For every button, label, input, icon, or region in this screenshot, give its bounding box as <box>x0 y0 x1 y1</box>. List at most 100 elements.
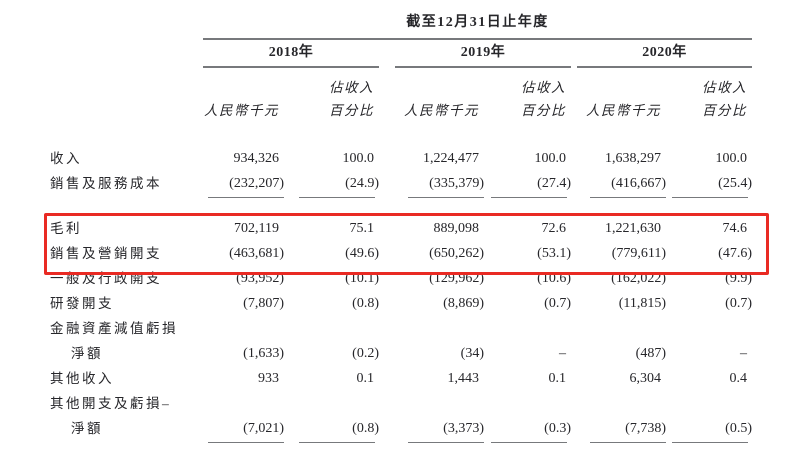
pct-header-line2: 百分比 <box>521 103 566 118</box>
table-row: 收入 934,326 100.0 1,224,477 100.0 1,638,297 100… <box>45 146 752 171</box>
amount-cell: (1,633) <box>243 346 284 361</box>
pct-cell: 0.1 <box>356 371 375 386</box>
amount-header-label: 人民幣千元 <box>404 103 479 118</box>
amount-cell <box>203 316 284 341</box>
column-rule <box>672 197 748 198</box>
amount-cell: 934,326 <box>233 151 280 166</box>
pct-cell: (24.9) <box>345 176 379 191</box>
pct-cell <box>484 391 571 416</box>
table-row: 其他收入 933 0.1 1,443 0.1 6,304 0.4 <box>45 366 752 391</box>
amount-cell: 889,098 <box>433 221 480 236</box>
column-rule <box>408 442 484 443</box>
amount-cell <box>203 391 284 416</box>
table-row: 銷售及營銷開支 (463,681) (49.6) (650,262) (53.1) (77… <box>45 241 752 266</box>
amount-cell: (7,021) <box>243 421 284 436</box>
amount-cell: 6,304 <box>629 371 662 386</box>
empty-cell <box>45 8 203 40</box>
amount-cell: (129,962) <box>429 271 484 286</box>
amount-cell: 933 <box>258 371 279 386</box>
pct-cell <box>484 316 571 341</box>
pct-cell: 0.4 <box>729 371 748 386</box>
rule-cell <box>203 441 284 449</box>
pct-header-line2: 百分比 <box>702 103 747 118</box>
amount-cell: (463,681) <box>229 246 284 261</box>
rule-cell <box>666 441 752 449</box>
rule-cell <box>666 196 752 204</box>
pct-cell: 72.6 <box>541 221 567 236</box>
table-title-row: 截至12月31日止年度 <box>45 8 752 40</box>
pct-header-line2: 百分比 <box>329 103 374 118</box>
pct-cell: (0.2) <box>352 346 379 361</box>
amount-cell: 1,221,630 <box>605 221 661 236</box>
column-header-pct-2020: 佔收入 百分比 <box>666 68 752 124</box>
pct-cell <box>666 316 752 341</box>
rule-cell <box>284 196 379 204</box>
empty-cell <box>45 196 203 204</box>
amount-cell: (416,667) <box>611 176 666 191</box>
row-label: 其他收入 <box>50 371 114 386</box>
column-rule <box>299 197 375 198</box>
pct-header-line1: 佔收入 <box>329 80 374 95</box>
column-header-pct-2019: 佔收入 百分比 <box>484 68 571 124</box>
header-body-spacer <box>45 124 752 146</box>
pct-cell <box>666 391 752 416</box>
pct-cell: 0.1 <box>548 371 567 386</box>
amount-cell: (7,738) <box>625 421 666 436</box>
rule-cell <box>484 196 571 204</box>
amount-cell <box>571 391 666 416</box>
table-row: 金融資產減值虧損 <box>45 316 752 341</box>
pct-cell: 100.0 <box>342 151 375 166</box>
row-label: 一般及行政開支 <box>50 271 162 286</box>
amount-cell: (650,262) <box>429 246 484 261</box>
rule-cell <box>571 196 666 204</box>
pct-cell: 100.0 <box>534 151 567 166</box>
pct-cell: (0.7) <box>725 296 752 311</box>
column-rule <box>672 442 748 443</box>
pct-cell: (0.5) <box>725 421 752 436</box>
table-title: 截至12月31日止年度 <box>203 8 752 40</box>
income-statement-table: 截至12月31日止年度 2018年 2019年 2020年 人民幣千元 佔收入百… <box>45 8 752 449</box>
pct-cell: (25.4) <box>718 176 752 191</box>
rule-cell <box>571 441 666 449</box>
row-label: 銷售及營銷開支 <box>50 246 162 261</box>
amount-cell: 1,443 <box>447 371 480 386</box>
amount-cell: 1,224,477 <box>423 151 479 166</box>
table-row: 一般及行政開支 (93,952) (10.1) (129,962) (10.6) (162… <box>45 266 752 291</box>
column-header-amount-2020: 人民幣千元 <box>571 68 666 124</box>
pct-cell: (0.8) <box>352 296 379 311</box>
year-header-2019: 2019年 <box>395 40 571 68</box>
amount-cell: (3,373) <box>443 421 484 436</box>
column-header-amount-2019: 人民幣千元 <box>379 68 484 124</box>
table-row: 淨額 (7,021) (0.8) (3,373) (0.3) (7,738) (0.5) <box>45 416 752 441</box>
pct-header-line1: 佔收入 <box>702 80 747 95</box>
table-row: 毛利 702,119 75.1 889,098 72.6 1,221,630 74.6 <box>45 216 752 241</box>
pct-cell: (0.8) <box>352 421 379 436</box>
amount-cell: (487) <box>635 346 666 361</box>
amount-cell <box>379 316 484 341</box>
pct-cell: (0.3) <box>544 421 571 436</box>
row-label: 淨額 <box>71 421 103 436</box>
pct-cell: 100.0 <box>715 151 748 166</box>
column-rule <box>208 197 284 198</box>
pct-cell: (49.6) <box>345 246 379 261</box>
rule-cell <box>203 196 284 204</box>
pct-cell: (53.1) <box>537 246 571 261</box>
amount-cell: (8,869) <box>443 296 484 311</box>
pct-cell: (9.9) <box>725 271 752 286</box>
pct-cell: 75.1 <box>349 221 375 236</box>
amount-cell: (34) <box>460 346 484 361</box>
rule-cell <box>379 196 484 204</box>
table-row: 銷售及服務成本 (232,207) (24.9) (335,379) (27.4) (41… <box>45 171 752 196</box>
amount-cell <box>379 391 484 416</box>
empty-cell <box>45 441 203 449</box>
column-rule <box>408 197 484 198</box>
rule-row <box>45 441 752 449</box>
pct-cell: 74.6 <box>722 221 748 236</box>
pct-cell: – <box>559 346 566 361</box>
amount-cell: (93,952) <box>236 271 284 286</box>
table-row: 研發開支 (7,807) (0.8) (8,869) (0.7) (11,815) (0.7… <box>45 291 752 316</box>
pct-cell <box>284 316 379 341</box>
pct-cell: – <box>740 346 747 361</box>
column-rule <box>590 197 666 198</box>
